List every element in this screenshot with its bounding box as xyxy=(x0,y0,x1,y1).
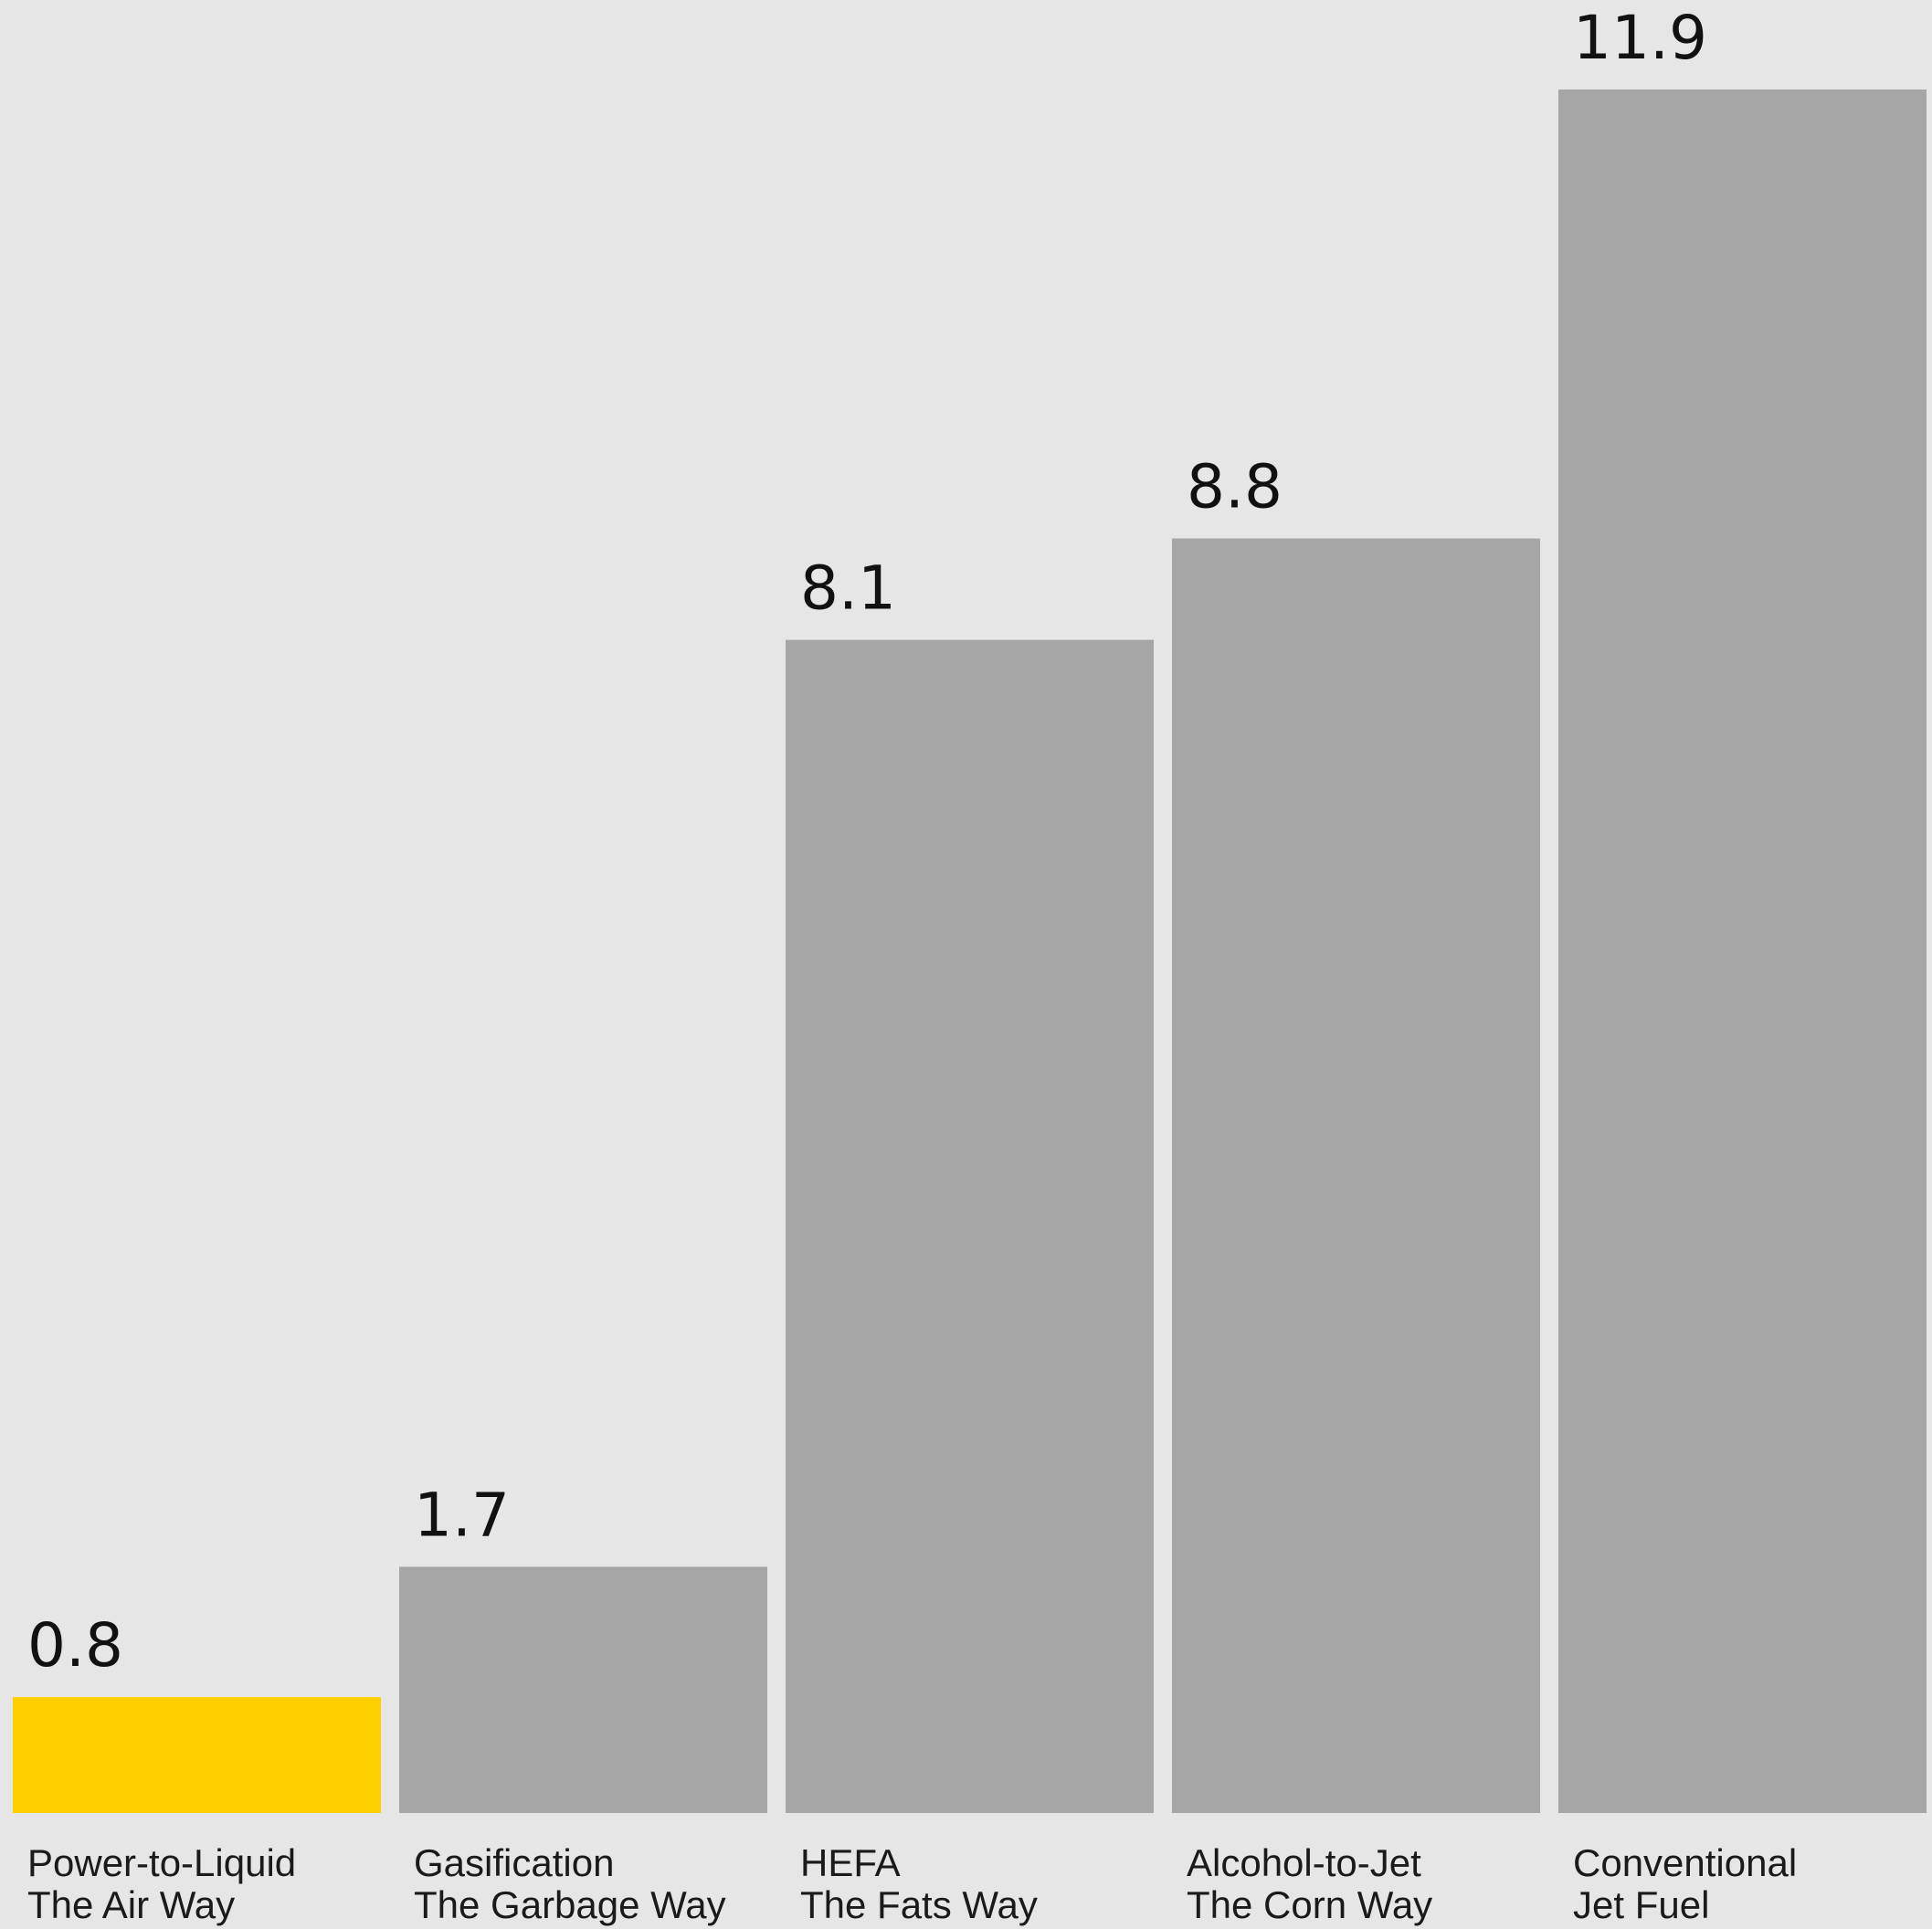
value-label-4: 11.9 xyxy=(1573,3,1707,73)
bar-1 xyxy=(399,1566,767,1813)
category-label-2-line1: HEFA xyxy=(800,1841,901,1884)
bar-4 xyxy=(1558,90,1927,1813)
category-label-2-line2: The Fats Way xyxy=(800,1883,1038,1926)
category-label-4-line2: Jet Fuel xyxy=(1573,1883,1709,1926)
category-label-0-line1: Power-to-Liquid xyxy=(27,1841,296,1884)
category-label-0-line2: The Air Way xyxy=(27,1883,235,1926)
bars-group xyxy=(13,90,1927,1813)
value-label-2: 8.1 xyxy=(800,553,896,624)
category-label-1-line2: The Garbage Way xyxy=(414,1883,726,1926)
bar-0 xyxy=(13,1697,381,1813)
value-labels-group: 0.8 1.7 8.1 8.8 11.9 xyxy=(27,3,1707,1681)
value-label-1: 1.7 xyxy=(414,1480,510,1550)
value-label-0: 0.8 xyxy=(27,1610,123,1681)
value-label-3: 8.8 xyxy=(1187,452,1283,522)
category-label-4-line1: Conventional xyxy=(1573,1841,1797,1884)
bar-2 xyxy=(786,639,1154,1813)
category-label-1-line1: Gasification xyxy=(414,1841,614,1884)
bar-3 xyxy=(1172,538,1540,1813)
category-label-3-line2: The Corn Way xyxy=(1187,1883,1432,1926)
category-label-3-line1: Alcohol-to-Jet xyxy=(1187,1841,1421,1884)
